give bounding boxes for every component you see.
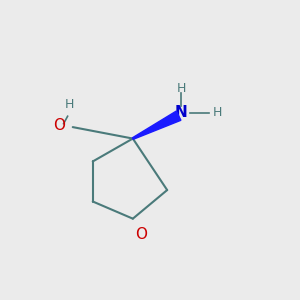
Text: H: H bbox=[213, 106, 222, 119]
Text: H: H bbox=[177, 82, 186, 95]
Text: N: N bbox=[175, 105, 188, 120]
Text: O: O bbox=[54, 118, 66, 133]
Polygon shape bbox=[132, 111, 181, 139]
Text: H: H bbox=[65, 98, 75, 111]
Text: O: O bbox=[135, 227, 147, 242]
